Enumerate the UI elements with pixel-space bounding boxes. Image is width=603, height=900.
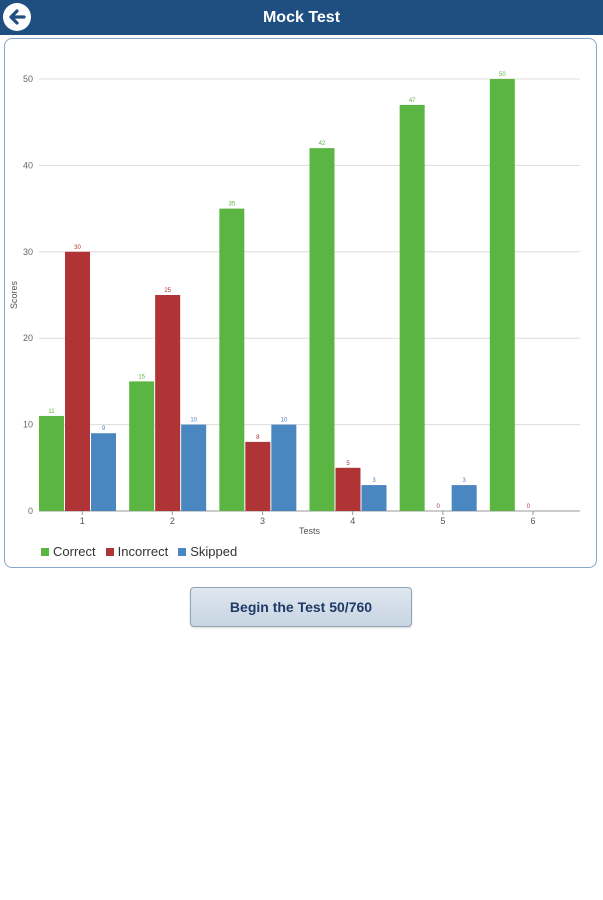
data-label: 15 [138,374,145,380]
x-tick-label: 1 [80,516,85,526]
bar [335,467,361,511]
y-tick-label: 10 [23,420,33,430]
y-tick-label: 50 [23,74,33,84]
bar [155,295,181,511]
legend-swatch [178,547,187,556]
data-label: 30 [74,245,81,251]
legend-label: Incorrect [117,544,169,559]
data-label: 25 [164,288,171,294]
arrow-left-icon [9,9,26,25]
data-label: 10 [280,418,287,424]
data-label: 50 [499,72,506,78]
legend-swatch [41,547,49,556]
data-label: 9 [102,426,106,432]
bar [65,251,90,512]
data-label: 3 [462,478,466,484]
data-label: 35 [228,202,235,208]
data-label: 0 [527,504,531,510]
legend-item: Incorrect [105,544,169,559]
page-title: Mock Test [262,9,341,26]
data-label: 0 [436,504,440,510]
x-tick-label: 5 [440,516,445,526]
data-label: 11 [48,409,55,415]
chart-legend: Correct Incorrect Skipped [41,544,237,559]
data-label: 3 [372,478,376,484]
legend-label: Correct [53,544,96,559]
bar [245,441,271,511]
x-axis-label: Tests [299,526,321,536]
y-axis-label: Scores [9,280,19,309]
bar [181,424,207,511]
legend-item: Correct [41,544,96,559]
bar [451,485,477,511]
legend-item: Skipped [178,544,237,559]
data-label: 8 [256,435,260,441]
legend-swatch [105,547,114,556]
app-header: Mock Test [0,0,603,35]
bar-chart: 01020304050Scores11309115251023581034253… [9,72,580,536]
bar [399,104,425,512]
begin-test-button[interactable]: Begin the Test 50/760 [190,587,412,627]
bar [361,485,387,511]
back-button[interactable] [3,3,31,31]
data-label: 10 [190,418,197,424]
y-tick-label: 30 [23,247,33,257]
y-tick-label: 20 [23,333,33,343]
x-tick-label: 4 [350,516,355,526]
bar [489,79,515,511]
data-label: 47 [409,98,416,104]
bar [271,424,297,511]
bar [129,381,155,511]
data-label: 42 [319,141,326,147]
bar [219,208,245,511]
bar [39,415,64,511]
x-tick-label: 3 [260,516,265,526]
legend-label: Skipped [190,544,238,559]
bar [309,148,335,511]
y-tick-label: 0 [28,506,33,516]
x-tick-label: 6 [531,516,536,526]
x-tick-label: 2 [170,516,175,526]
bar [91,433,116,511]
y-tick-label: 40 [23,160,33,170]
data-label: 5 [346,461,350,467]
chart-card: 0 10 20 30 40 50 Scores 11 30 9 1 15 25 10 2 35 8 10 3 42 5 3… [4,38,597,568]
